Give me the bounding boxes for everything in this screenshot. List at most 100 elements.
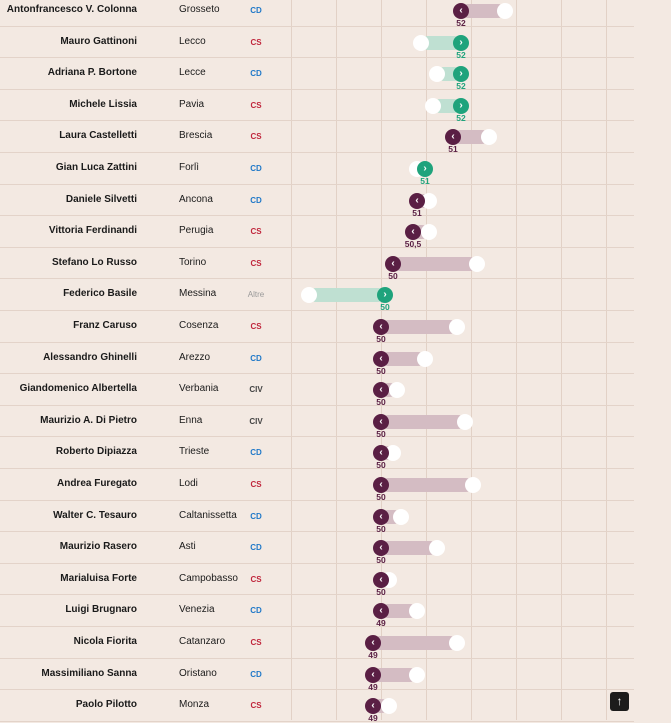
coalition-badge: CD bbox=[250, 353, 262, 363]
candidate-name: Giandomenico Albertella bbox=[19, 383, 137, 395]
chevron-left-icon: ‹ bbox=[453, 3, 469, 19]
coalition-badge: CD bbox=[250, 195, 262, 205]
coalition-badge: CS bbox=[250, 574, 262, 584]
table-row: Massimiliano Sanna Oristano CD ‹ 49 bbox=[0, 658, 634, 692]
value-label: 51 bbox=[448, 144, 458, 155]
change-bar bbox=[381, 541, 437, 556]
candidate-name: Paolo Pilotto bbox=[75, 699, 137, 711]
coalition-badge: CD bbox=[250, 669, 262, 679]
chevron-left-icon: ‹ bbox=[373, 571, 389, 588]
candidate-name: Marialuisa Forte bbox=[60, 572, 137, 584]
table-row: Giandomenico Albertella Verbania CIV ‹ 50 bbox=[0, 373, 634, 408]
coalition-badge: CS bbox=[250, 227, 262, 237]
table-row: Vittoria Ferdinandi Perugia CS ‹ 50,5 bbox=[0, 215, 634, 250]
chevron-left-icon: ‹ bbox=[373, 382, 389, 399]
chevron-right-icon: › bbox=[453, 34, 469, 51]
previous-value-dot bbox=[497, 3, 513, 19]
candidate-name: Vittoria Ferdinandi bbox=[48, 225, 137, 237]
previous-value-dot bbox=[389, 382, 405, 399]
value-label: 52 bbox=[456, 81, 466, 92]
city-name: Arezzo bbox=[179, 351, 211, 363]
city-name: Grosseto bbox=[179, 4, 220, 15]
value-label: 50 bbox=[376, 555, 386, 566]
change-bar bbox=[421, 35, 461, 50]
chevron-right-icon: › bbox=[453, 97, 469, 114]
scroll-top-button[interactable]: ↑ bbox=[610, 692, 629, 711]
value-label: 50 bbox=[376, 460, 386, 471]
city-name: Trieste bbox=[179, 446, 210, 458]
chevron-left-icon: ‹ bbox=[409, 192, 425, 209]
city-name: Cosenza bbox=[179, 320, 219, 331]
chevron-left-icon: ‹ bbox=[365, 635, 381, 651]
city-name: Oristano bbox=[179, 667, 217, 679]
previous-value-dot bbox=[449, 319, 465, 335]
table-row: Antonfrancesco V. Colonna Grosseto CD ‹ 52 bbox=[0, 0, 634, 28]
table-row: Mauro Gattinoni Lecco CS › 52 bbox=[0, 26, 634, 60]
previous-value-dot bbox=[425, 97, 441, 114]
city-name: Ancona bbox=[179, 193, 213, 205]
coalition-badge: CD bbox=[250, 69, 262, 79]
chevron-left-icon: ‹ bbox=[373, 508, 389, 525]
change-bar bbox=[309, 288, 385, 303]
value-label: 49 bbox=[368, 713, 378, 723]
coalition-badge: CS bbox=[250, 100, 262, 110]
change-bar bbox=[381, 478, 473, 492]
coalition-badge: CD bbox=[250, 6, 262, 15]
chevron-left-icon: ‹ bbox=[365, 666, 381, 683]
table-row: Stefano Lo Russo Torino CS ‹ 50 bbox=[0, 247, 634, 281]
gridline bbox=[561, 0, 562, 720]
candidate-name: Adriana P. Bortone bbox=[47, 67, 137, 79]
table-row: Paolo Pilotto Monza CS ‹ 49 bbox=[0, 689, 634, 723]
coalition-badge: CS bbox=[250, 480, 262, 489]
candidate-name: Massimiliano Sanna bbox=[41, 667, 137, 679]
table-row: Roberto Dipiazza Trieste CD ‹ 50 bbox=[0, 436, 634, 471]
previous-value-dot bbox=[385, 445, 401, 462]
city-name: Catanzaro bbox=[179, 636, 226, 647]
coalition-badge: CD bbox=[250, 448, 262, 458]
chevron-left-icon: ‹ bbox=[373, 350, 389, 367]
gridline bbox=[336, 0, 337, 720]
value-label: 52 bbox=[456, 112, 466, 123]
table-row: Maurizio A. Di Pietro Enna CIV ‹ 50 bbox=[0, 405, 634, 439]
value-label: 50 bbox=[376, 397, 386, 408]
chevron-right-icon: › bbox=[453, 66, 469, 83]
city-name: Asti bbox=[179, 541, 196, 553]
city-name: Messina bbox=[179, 288, 217, 300]
value-label: 50,5 bbox=[404, 239, 422, 250]
previous-value-dot bbox=[465, 477, 481, 493]
city-name: Forlì bbox=[179, 162, 199, 173]
coalition-badge: CD bbox=[250, 543, 262, 553]
chevron-left-icon: ‹ bbox=[373, 603, 389, 620]
city-name: Monza bbox=[179, 699, 210, 711]
previous-value-dot bbox=[429, 66, 445, 83]
chevron-left-icon: ‹ bbox=[445, 129, 461, 146]
previous-value-dot bbox=[393, 508, 409, 525]
coalition-badge: CD bbox=[250, 606, 262, 616]
candidate-name: Federico Basile bbox=[63, 288, 137, 300]
city-name: Caltanissetta bbox=[179, 509, 237, 521]
chevron-left-icon: ‹ bbox=[373, 540, 389, 557]
candidate-name: Roberto Dipiazza bbox=[55, 446, 137, 458]
table-row: Alessandro Ghinelli Arezzo CD ‹ 50 bbox=[0, 342, 634, 376]
previous-value-dot bbox=[413, 34, 429, 51]
coalition-badge: CS bbox=[250, 701, 262, 711]
coalition-badge: CD bbox=[250, 164, 262, 173]
chevron-left-icon: ‹ bbox=[373, 413, 389, 430]
gridline bbox=[471, 0, 472, 720]
table-row: Gian Luca Zattini Forlì CD › 51 bbox=[0, 152, 634, 186]
change-bar bbox=[461, 4, 505, 18]
previous-value-dot bbox=[457, 413, 473, 430]
previous-value-dot bbox=[381, 698, 397, 715]
value-label: 50 bbox=[388, 270, 398, 281]
coalition-badge: CS bbox=[250, 132, 262, 142]
chevron-left-icon: ‹ bbox=[385, 255, 401, 272]
change-bar bbox=[381, 604, 417, 619]
table-row: Laura Castelletti Brescia CS ‹ 51 bbox=[0, 120, 634, 155]
value-label: 52 bbox=[456, 18, 466, 28]
city-name: Campobasso bbox=[179, 572, 238, 584]
previous-value-dot bbox=[409, 603, 425, 620]
table-row: Marialuisa Forte Campobasso CS ‹ 50 bbox=[0, 563, 634, 597]
coalition-badge: CIV bbox=[249, 416, 263, 426]
change-bar bbox=[373, 667, 417, 682]
change-bar bbox=[453, 130, 489, 145]
